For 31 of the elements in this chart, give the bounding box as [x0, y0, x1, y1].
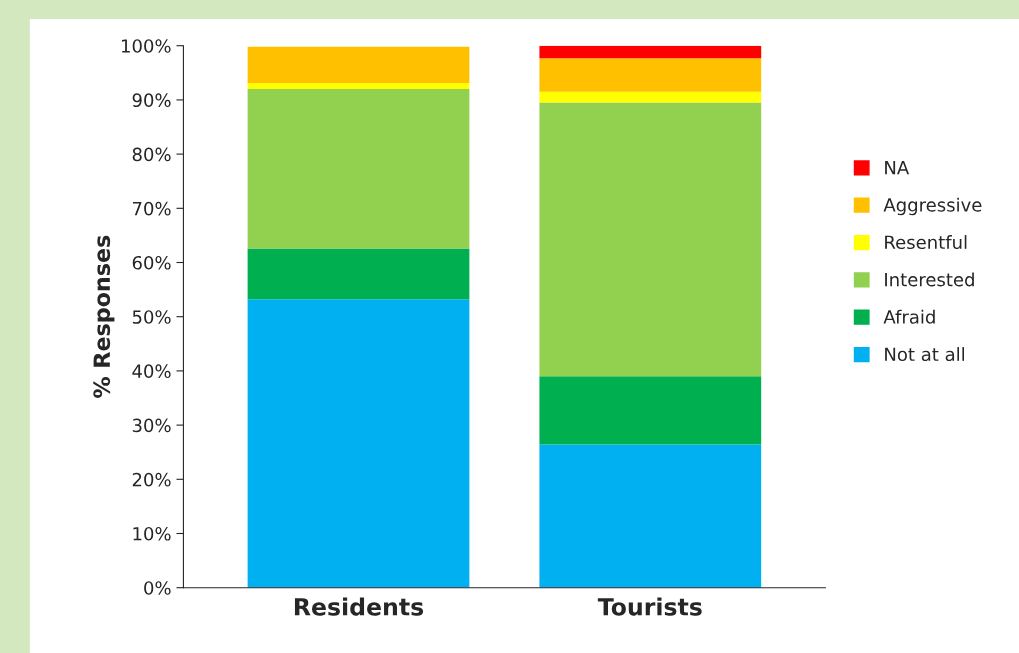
legend-label: NA — [885, 160, 910, 175]
bar — [539, 91, 762, 103]
bar — [247, 299, 470, 588]
y-tick-label: 80% — [132, 147, 171, 162]
bar — [539, 58, 762, 92]
bar — [539, 376, 762, 445]
y-tick-label: 100% — [121, 39, 171, 53]
legend-label: Aggressive — [883, 197, 982, 216]
y-tick-label: 20% — [132, 472, 171, 487]
y-axis-title: % Responses — [93, 235, 115, 398]
bar — [247, 248, 470, 300]
legend-label: Not at all — [885, 347, 965, 362]
y-tick-label: 40% — [132, 364, 171, 379]
y-tick-label: 90% — [132, 93, 171, 108]
bar — [247, 46, 470, 84]
bar — [539, 45, 762, 59]
x-tick-label: Tourists — [597, 597, 702, 616]
y-tick-label: 50% — [132, 310, 171, 324]
bar — [539, 102, 762, 377]
y-tick-label: 30% — [132, 418, 171, 433]
y-tick-label: 60% — [132, 255, 171, 270]
x-tick-label: Residents — [294, 597, 424, 616]
y-tick-label: 10% — [133, 526, 171, 541]
bar — [247, 83, 470, 90]
bar — [539, 444, 762, 588]
legend-label: Resentful — [885, 235, 967, 250]
bar — [247, 89, 470, 249]
legend-label: Interested — [885, 272, 974, 287]
legend-label: Afraid — [883, 309, 935, 324]
y-tick-label: 70% — [132, 201, 171, 216]
y-tick-label: 0% — [144, 581, 171, 595]
